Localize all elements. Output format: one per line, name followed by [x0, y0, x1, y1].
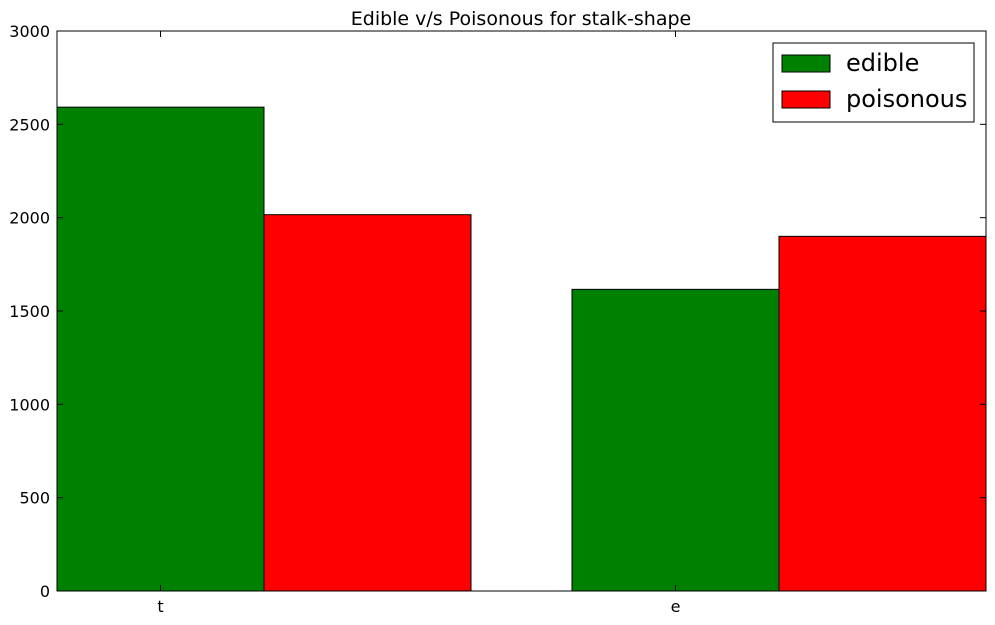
bar-edible-t	[56, 106, 265, 592]
y-tick-label: 3000	[9, 22, 50, 41]
bar-poisonous-t	[263, 214, 472, 592]
axes-layer: 0 500 1000 1500 2000 2500 3000 t e	[9, 22, 986, 616]
legend-label-poisonous: poisonous	[846, 85, 967, 113]
bar-poisonous-e	[778, 235, 987, 592]
legend-swatch-poisonous	[781, 90, 831, 109]
bars-layer	[56, 106, 987, 592]
bar-edible-e	[571, 288, 780, 592]
y-tick-label: 500	[19, 489, 50, 508]
legend: edible poisonous	[772, 42, 975, 123]
legend-swatch-edible	[781, 54, 831, 73]
y-tick-label: 2500	[9, 115, 50, 134]
x-tick-label: e	[671, 597, 681, 616]
y-tick-label: 2000	[9, 209, 50, 228]
y-tick-label: 0	[40, 582, 50, 601]
y-tick-label: 1500	[9, 302, 50, 321]
x-tick-label: t	[157, 597, 163, 616]
y-tick-label: 1000	[9, 395, 50, 414]
chart-title: Edible v/s Poisonous for stalk-shape	[351, 8, 691, 30]
legend-label-edible: edible	[846, 49, 919, 77]
